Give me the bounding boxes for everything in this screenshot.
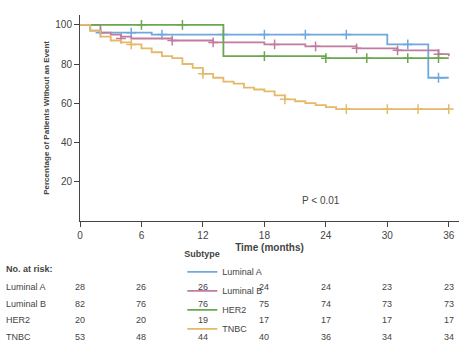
svg-text:6: 6	[139, 230, 145, 241]
svg-text:18: 18	[259, 230, 271, 241]
svg-text:82: 82	[75, 299, 85, 309]
svg-text:17: 17	[321, 315, 331, 325]
svg-text:26: 26	[136, 282, 146, 292]
svg-text:Luminal B: Luminal B	[222, 286, 262, 296]
svg-text:Luminal A: Luminal A	[222, 267, 262, 277]
svg-text:17: 17	[382, 315, 392, 325]
svg-text:17: 17	[444, 315, 454, 325]
svg-text:73: 73	[382, 299, 392, 309]
svg-text:23: 23	[382, 282, 392, 292]
svg-text:TNBC: TNBC	[222, 324, 247, 334]
svg-text:Luminal B: Luminal B	[6, 299, 46, 309]
svg-text:75: 75	[259, 299, 269, 309]
svg-text:Luminal A: Luminal A	[6, 282, 46, 292]
svg-text:53: 53	[75, 332, 85, 342]
svg-text:40: 40	[61, 137, 73, 148]
svg-text:30: 30	[382, 230, 394, 241]
svg-text:19: 19	[198, 315, 208, 325]
svg-text:36: 36	[321, 332, 331, 342]
svg-text:28: 28	[75, 282, 85, 292]
svg-text:12: 12	[197, 230, 209, 241]
svg-text:23: 23	[444, 282, 454, 292]
svg-text:36: 36	[443, 230, 455, 241]
svg-text:80: 80	[61, 59, 73, 70]
svg-text:No. at risk:: No. at risk:	[6, 264, 53, 274]
svg-text:40: 40	[259, 332, 269, 342]
svg-text:HER2: HER2	[222, 305, 246, 315]
svg-text:24: 24	[259, 282, 269, 292]
svg-text:0: 0	[77, 230, 83, 241]
svg-text:73: 73	[444, 299, 454, 309]
svg-text:34: 34	[444, 332, 454, 342]
svg-text:26: 26	[198, 282, 208, 292]
svg-text:60: 60	[61, 98, 73, 109]
svg-text:76: 76	[198, 299, 208, 309]
svg-text:P < 0.01: P < 0.01	[302, 195, 340, 206]
svg-text:76: 76	[136, 299, 146, 309]
svg-text:44: 44	[198, 332, 208, 342]
svg-text:Time (months): Time (months)	[235, 242, 304, 253]
svg-text:Percentage of Patients Without: Percentage of Patients Without an Event	[42, 41, 51, 195]
svg-text:74: 74	[321, 299, 331, 309]
svg-text:24: 24	[320, 230, 332, 241]
svg-text:20: 20	[136, 315, 146, 325]
svg-text:24: 24	[321, 282, 331, 292]
svg-text:TNBC: TNBC	[6, 332, 31, 342]
svg-text:100: 100	[55, 19, 72, 30]
svg-text:20: 20	[75, 315, 85, 325]
svg-text:20: 20	[61, 176, 73, 187]
svg-text:34: 34	[382, 332, 392, 342]
svg-text:48: 48	[136, 332, 146, 342]
svg-text:17: 17	[259, 315, 269, 325]
svg-text:HER2: HER2	[6, 315, 30, 325]
svg-text:Subtype: Subtype	[184, 249, 220, 259]
